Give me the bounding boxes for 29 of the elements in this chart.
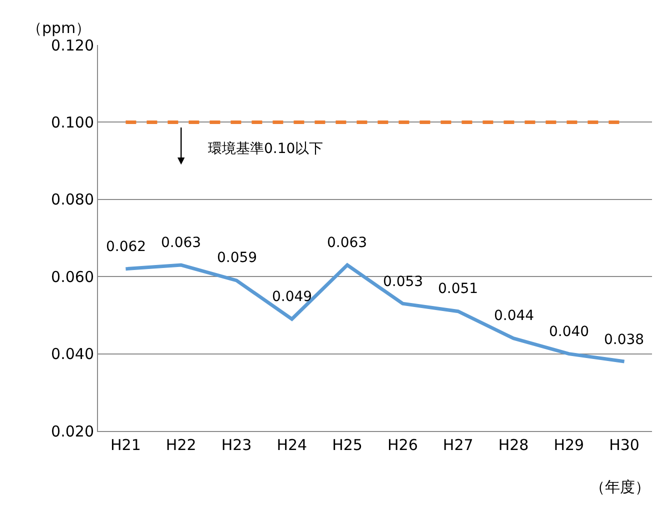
y-tick-label: 0.020 [51, 422, 94, 440]
x-tick-label: H29 [554, 436, 584, 454]
x-tick-label: H22 [166, 436, 196, 454]
x-tick-label: H28 [498, 436, 529, 454]
data-label: 0.044 [494, 308, 534, 324]
data-label: 0.051 [438, 281, 478, 297]
x-tick-label: H23 [221, 436, 252, 454]
data-label: 0.049 [272, 289, 312, 305]
data-label: 0.040 [549, 324, 590, 340]
x-tick-label: H25 [332, 436, 362, 454]
x-tick-label: H30 [609, 436, 640, 454]
x-tick-label: H26 [388, 436, 418, 454]
y-tick-label: 0.080 [51, 190, 94, 209]
x-tick-label: H27 [442, 436, 474, 454]
y-tick-label: 0.040 [51, 345, 94, 364]
x-tick-label: H24 [276, 436, 308, 454]
annotation: 環境基準0.10以下 [208, 141, 324, 157]
data-label: 0.063 [161, 235, 202, 251]
data-label: 0.059 [217, 250, 258, 266]
y-axis-title: （ppm） [27, 19, 91, 37]
x-tick-label: H21 [110, 436, 141, 454]
y-tick-label: 0.060 [51, 268, 94, 286]
data-label: 0.062 [106, 239, 146, 255]
y-tick-label: 0.120 [51, 36, 94, 54]
data-label: 0.063 [327, 235, 368, 251]
x-axis-title: （年度） [590, 478, 650, 496]
data-label: 0.038 [604, 332, 644, 348]
data-label: 0.053 [383, 274, 424, 290]
y-tick-label: 0.100 [51, 113, 94, 132]
